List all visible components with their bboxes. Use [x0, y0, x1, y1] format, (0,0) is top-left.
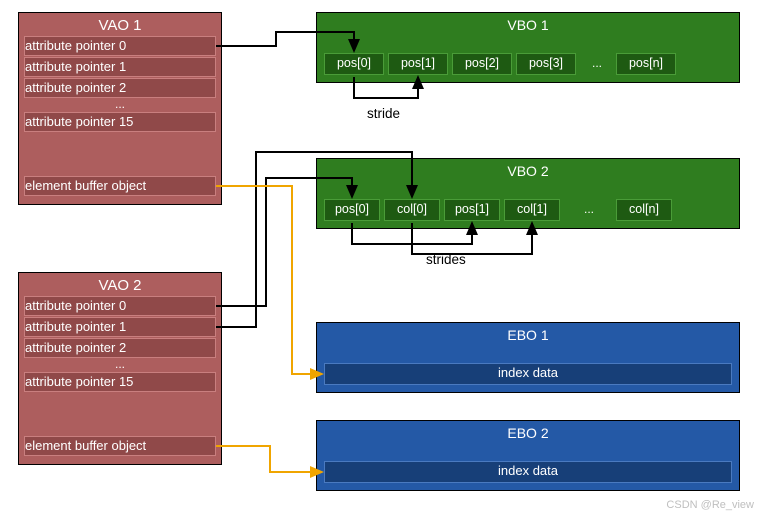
stride-label: stride: [367, 106, 400, 121]
vao1-dots: ...: [24, 97, 216, 111]
ebo1-title: EBO 1: [317, 327, 739, 343]
vao2-dots: ...: [24, 357, 216, 371]
ebo2-data: index data: [324, 461, 732, 483]
vao2-attr-2: attribute pointer 2: [24, 338, 216, 358]
vao2-ebo-slot: element buffer object: [24, 436, 216, 456]
strides-label: strides: [426, 252, 466, 267]
vbo2-title: VBO 2: [317, 163, 739, 179]
vbo2-cell-3: col[1]: [504, 199, 560, 221]
vao2-attr-1: attribute pointer 1: [24, 317, 216, 337]
vao1-attr-2: attribute pointer 2: [24, 78, 216, 98]
vao1-ebo-slot: element buffer object: [24, 176, 216, 196]
vao1-attr-0: attribute pointer 0: [24, 36, 216, 56]
ebo1-data: index data: [324, 363, 732, 385]
vao2-attr-15: attribute pointer 15: [24, 372, 216, 392]
vbo2-cell-0: pos[0]: [324, 199, 380, 221]
vbo1-cell-2: pos[2]: [452, 53, 512, 75]
vao1-attr-1: attribute pointer 1: [24, 57, 216, 77]
vao2-attr-0: attribute pointer 0: [24, 296, 216, 316]
vbo1-title: VBO 1: [317, 17, 739, 33]
vbo2-cell-2: pos[1]: [444, 199, 500, 221]
vbo1-cell-3: pos[3]: [516, 53, 576, 75]
vbo1-dots: ...: [580, 56, 614, 70]
vao2-title: VAO 2: [19, 277, 221, 294]
vbo2-dots: ...: [564, 202, 614, 216]
vbo2-cell-n: col[n]: [616, 199, 672, 221]
ebo2-title: EBO 2: [317, 425, 739, 441]
vao1-attr-15: attribute pointer 15: [24, 112, 216, 132]
vbo1-cell-0: pos[0]: [324, 53, 384, 75]
watermark: CSDN @Re_view: [666, 499, 754, 511]
vbo1-cell-1: pos[1]: [388, 53, 448, 75]
vao1-title: VAO 1: [19, 17, 221, 34]
vbo1-cell-n: pos[n]: [616, 53, 676, 75]
vbo2-cell-1: col[0]: [384, 199, 440, 221]
